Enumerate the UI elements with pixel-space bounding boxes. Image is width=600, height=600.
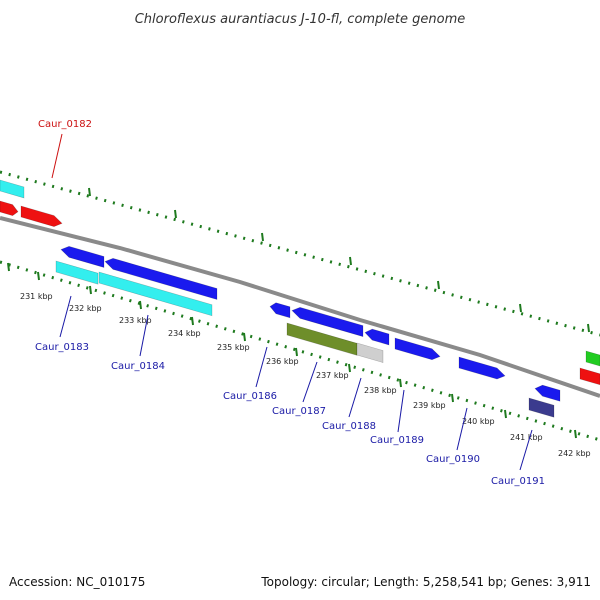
kbp-label: 232 kbp — [69, 304, 102, 313]
ruler-tick — [295, 347, 298, 357]
ruler-tick — [37, 271, 40, 281]
gene-feature-gray — [356, 342, 384, 363]
gene-feature-caur-0186 — [269, 302, 291, 319]
ruler-ticks — [7, 187, 590, 439]
gene-feature-caur-0189 — [394, 337, 441, 361]
gene-label-caur-0187[interactable]: Caur_0187 — [272, 406, 326, 417]
ruler-tick — [7, 262, 10, 272]
gene-leader-line — [302, 361, 318, 403]
kbp-labels: 231 kbp 232 kbp 233 kbp 234 kbp 235 kbp 236 k… — [20, 292, 591, 458]
gene-leader-line — [59, 295, 72, 338]
kbp-label: 235 kbp — [217, 343, 250, 352]
gene-label-caur-0186[interactable]: Caur_0186 — [223, 391, 277, 402]
gene-leader-lines — [51, 133, 533, 471]
gene-feature-cds — [55, 260, 99, 285]
gene-feature-caur-0183 — [60, 246, 105, 268]
gene-label-caur-0182[interactable]: Caur_0182 — [38, 119, 92, 130]
ruler-tick — [261, 232, 264, 242]
accession-text: Accession: NC_010175 — [9, 575, 146, 589]
gene-label-caur-0183[interactable]: Caur_0183 — [35, 342, 89, 353]
gene-feature-slate — [528, 397, 555, 418]
gene-features — [0, 179, 600, 418]
ruler-tick — [88, 187, 91, 197]
gene-feature-olive — [286, 322, 358, 356]
ruler-tick — [349, 256, 352, 266]
ruler-tick — [89, 285, 92, 295]
kbp-label: 231 kbp — [20, 292, 53, 301]
kbp-label: 239 kbp — [413, 401, 446, 410]
gene-feature-red — [0, 200, 19, 216]
gene-leader-line — [348, 377, 362, 418]
ruler-tick — [174, 209, 177, 219]
kbp-label: 237 kbp — [316, 371, 349, 380]
gene-leader-line — [51, 133, 63, 179]
gene-labels: Caur_0182 Caur_0183 Caur_0184 Caur_0186 Caur… — [35, 119, 545, 487]
gene-leader-line — [397, 389, 405, 433]
ruler-tick — [587, 323, 590, 333]
gene-feature-caur-0191 — [534, 384, 561, 402]
ruler-tick — [451, 393, 454, 403]
ruler-tick — [139, 300, 142, 310]
ruler-tick — [191, 316, 194, 326]
ruler-tick — [399, 378, 402, 388]
ruler-tick — [437, 280, 440, 290]
gene-leader-line — [255, 346, 268, 388]
gene-leader-line — [456, 407, 468, 451]
gene-label-caur-0190[interactable]: Caur_0190 — [426, 454, 480, 465]
kbp-label: 234 kbp — [168, 329, 201, 338]
gene-feature-green — [585, 350, 600, 367]
ruler-tick — [504, 409, 507, 419]
gene-feature-caur-0190 — [458, 356, 506, 380]
kbp-label: 236 kbp — [266, 357, 299, 366]
ruler-tick — [519, 303, 522, 313]
ruler-tick — [243, 332, 246, 342]
gene-feature-caur-0187 — [291, 307, 364, 337]
gene-label-caur-0189[interactable]: Caur_0189 — [370, 435, 424, 446]
kbp-label: 240 kbp — [462, 417, 495, 426]
gene-feature-red — [579, 367, 600, 386]
ruler-tick — [574, 429, 577, 439]
genome-backbone — [0, 216, 600, 398]
gene-label-caur-0191[interactable]: Caur_0191 — [491, 476, 545, 487]
map-title: Chloroflexus aurantiacus J-10-fl, comple… — [135, 12, 466, 27]
kbp-label: 242 kbp — [558, 449, 591, 458]
gene-label-caur-0188[interactable]: Caur_0188 — [322, 421, 376, 432]
kbp-label: 238 kbp — [364, 386, 397, 395]
kbp-label: 233 kbp — [119, 316, 152, 325]
ruler-tick — [348, 363, 351, 373]
gene-feature-cds — [98, 271, 213, 317]
kbp-label: 241 kbp — [510, 433, 543, 442]
gene-leader-line — [519, 429, 533, 471]
gene-feature-caur-0184 — [104, 258, 218, 300]
gene-feature-cyan — [0, 179, 25, 199]
genome-summary-text: Topology: circular; Length: 5,258,541 bp… — [261, 575, 591, 589]
gene-feature-caur-0188 — [364, 328, 390, 346]
gene-leader-line — [139, 314, 149, 357]
gene-feature-caur-0182 — [20, 205, 63, 227]
gene-label-caur-0184[interactable]: Caur_0184 — [111, 361, 165, 372]
